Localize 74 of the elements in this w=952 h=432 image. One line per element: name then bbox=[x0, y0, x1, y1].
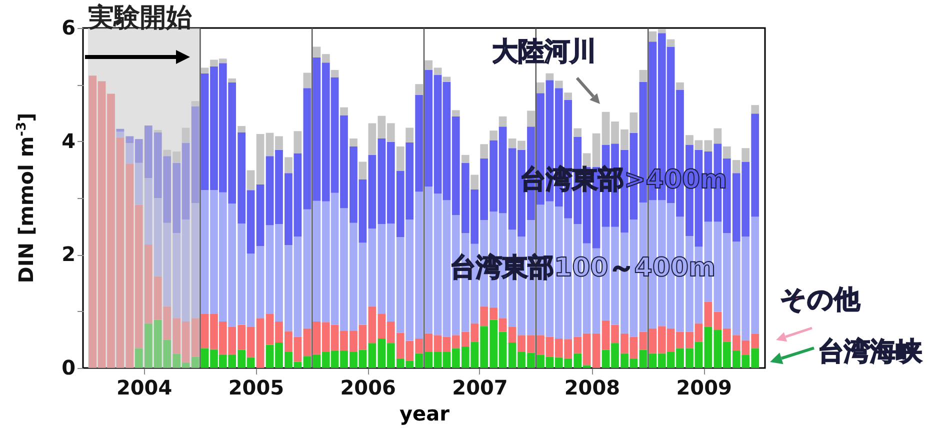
bar bbox=[191, 356, 200, 368]
bar bbox=[704, 140, 712, 152]
bar bbox=[527, 110, 535, 127]
bar bbox=[368, 228, 376, 306]
bar bbox=[582, 153, 591, 167]
bar bbox=[191, 203, 200, 318]
y-tick-label: 4 bbox=[62, 128, 76, 153]
x-tick-label: 2008 bbox=[564, 376, 620, 400]
y-tick-label: 6 bbox=[62, 16, 76, 40]
bar bbox=[228, 78, 236, 82]
bar bbox=[461, 154, 470, 163]
bar bbox=[350, 138, 358, 146]
bar bbox=[256, 134, 264, 184]
bar bbox=[294, 131, 302, 154]
bar bbox=[191, 318, 200, 357]
bar bbox=[751, 105, 760, 114]
bar bbox=[330, 70, 339, 78]
bar bbox=[639, 350, 648, 368]
bar bbox=[396, 146, 404, 171]
bar bbox=[592, 333, 600, 368]
bar bbox=[303, 356, 312, 368]
series-label: その他 bbox=[780, 285, 861, 315]
bar bbox=[256, 318, 264, 368]
bar bbox=[246, 170, 255, 190]
bar bbox=[564, 92, 572, 100]
bar bbox=[191, 101, 200, 106]
bar bbox=[406, 128, 414, 142]
bar bbox=[536, 82, 544, 94]
bar bbox=[256, 184, 264, 246]
bar bbox=[452, 110, 460, 116]
bar bbox=[714, 128, 722, 144]
bar bbox=[340, 107, 348, 116]
bar bbox=[676, 82, 684, 90]
x-tick-label: 2006 bbox=[340, 376, 396, 400]
bar bbox=[554, 80, 563, 88]
bar bbox=[415, 84, 424, 95]
bar bbox=[303, 72, 312, 88]
bar bbox=[546, 73, 554, 80]
bar bbox=[182, 128, 190, 144]
bar bbox=[498, 116, 507, 127]
bar bbox=[303, 328, 312, 356]
bar bbox=[704, 326, 712, 368]
bar bbox=[116, 132, 124, 138]
bar bbox=[191, 106, 200, 204]
bar bbox=[200, 68, 209, 74]
bar bbox=[303, 88, 312, 210]
y-tick-label: 2 bbox=[62, 242, 76, 266]
x-tick-label: 2004 bbox=[116, 376, 172, 400]
bar bbox=[368, 343, 376, 368]
x-axis-title: year bbox=[400, 402, 450, 426]
bar bbox=[666, 39, 675, 47]
x-tick-label: 2007 bbox=[452, 376, 508, 400]
bar bbox=[358, 162, 367, 180]
bar bbox=[639, 70, 648, 82]
bar bbox=[368, 154, 376, 229]
bar bbox=[442, 76, 451, 82]
bar bbox=[368, 123, 376, 155]
bar bbox=[284, 157, 292, 174]
x-tick-label: 2009 bbox=[676, 376, 732, 400]
bar bbox=[470, 174, 479, 190]
bar bbox=[574, 128, 582, 137]
x-tick-label: 2005 bbox=[228, 376, 284, 400]
text: 台湾海峡 bbox=[818, 337, 923, 367]
bar bbox=[480, 144, 488, 158]
bar bbox=[722, 146, 731, 158]
band-label: 実験開始 bbox=[87, 3, 192, 33]
bar bbox=[490, 130, 498, 140]
bar bbox=[303, 209, 312, 328]
bar bbox=[238, 126, 246, 132]
bar bbox=[639, 332, 648, 350]
bar bbox=[704, 302, 712, 327]
bar bbox=[368, 306, 376, 344]
bar bbox=[256, 246, 264, 318]
y-tick-label: 0 bbox=[62, 356, 76, 380]
